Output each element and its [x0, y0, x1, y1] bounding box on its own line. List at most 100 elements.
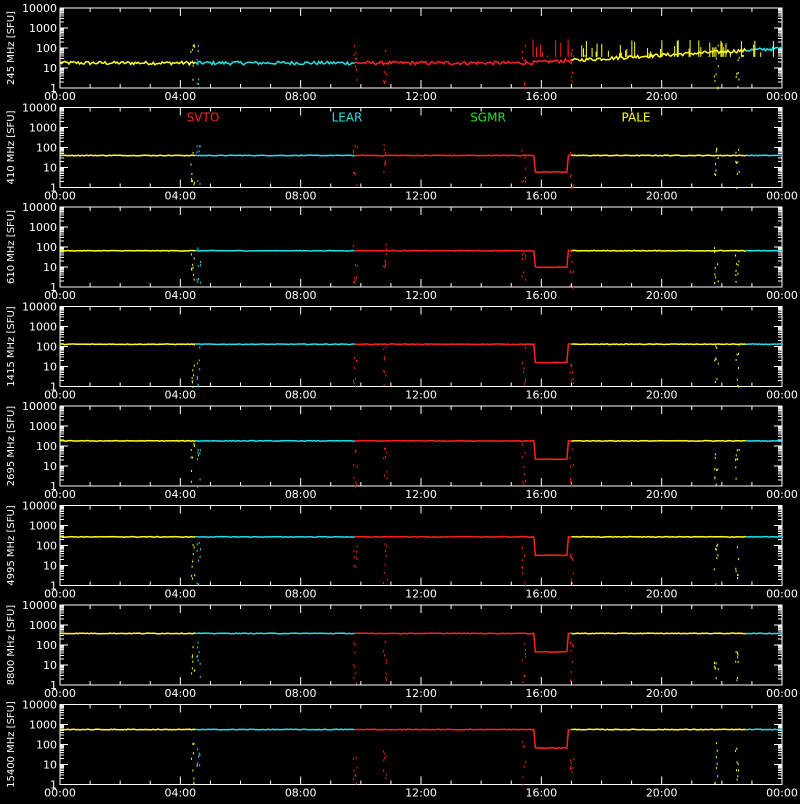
dropout-point — [196, 378, 198, 381]
dropout-point — [572, 582, 574, 585]
dropout-point — [190, 480, 192, 483]
legend-lear: LEAR — [332, 111, 363, 125]
dropout-point — [715, 169, 717, 172]
dropout-point — [524, 473, 526, 476]
y-tick-label: 100 — [36, 241, 57, 254]
dropout-point — [525, 479, 527, 482]
dropout-point — [735, 466, 737, 469]
dropout-point — [199, 264, 201, 267]
y-axis-label: 1415 MHz [SFU] — [6, 306, 17, 387]
dropout-point — [524, 642, 526, 645]
series-svto — [354, 632, 572, 653]
dropout-point — [192, 78, 194, 81]
dropout-point — [524, 257, 526, 260]
dropout-point — [714, 266, 716, 269]
panel-2: 1 10 100 1000 10000 00:00 04:00 08:00 12:00 16:00… — [6, 201, 798, 302]
dropout-point — [386, 544, 388, 547]
dropout-point — [569, 270, 571, 273]
dropout-point — [738, 171, 740, 174]
dropout-point — [715, 767, 717, 770]
dropout-point — [573, 155, 575, 158]
dropout-point — [573, 381, 575, 384]
dropout-point — [386, 578, 388, 581]
dropout-point — [356, 545, 358, 548]
dropout-point — [523, 675, 525, 678]
panel-7: 1 10 100 1000 10000 00:00 04:00 08:00 12:00 16:00… — [6, 699, 798, 800]
x-tick-label: 00:00 — [44, 289, 76, 302]
dropout-point — [385, 346, 387, 349]
panel-frame — [59, 505, 783, 586]
dropout-point — [197, 748, 199, 751]
dropout-point — [193, 374, 195, 377]
dropout-point — [572, 377, 574, 380]
dropout-point — [192, 742, 194, 745]
dropout-point — [200, 281, 202, 284]
dropout-point — [199, 478, 201, 481]
series-lear — [745, 46, 783, 53]
dropout-point — [385, 755, 387, 758]
dropout-point — [524, 154, 526, 157]
dropout-point — [572, 49, 574, 52]
dropout-point — [384, 160, 386, 163]
dropout-point — [714, 667, 716, 670]
dropout-point — [521, 149, 523, 152]
dropout-point — [384, 752, 386, 755]
series-pale — [571, 728, 747, 731]
dropout-point — [192, 553, 194, 556]
series-lear — [195, 343, 356, 346]
dropout-point — [735, 358, 737, 361]
dropout-point — [735, 651, 737, 654]
dropout-point — [192, 64, 194, 67]
dropout-point — [521, 659, 523, 662]
dropout-point — [715, 677, 717, 680]
dropout-point — [383, 70, 385, 73]
dropout-point — [190, 253, 192, 256]
dropout-point — [570, 465, 572, 468]
x-tick-label: 00:00 — [766, 90, 798, 103]
dropout-point — [191, 574, 193, 577]
series-lear — [194, 59, 355, 67]
dropout-point — [571, 557, 573, 560]
panel-frame — [59, 206, 783, 288]
dropout-point — [386, 451, 388, 454]
y-tick-label: 1000 — [29, 122, 57, 135]
panel-0: 1 10 100 1000 10000 00:00 04:00 08:00 12:00 16:00… — [6, 2, 798, 103]
dropout-point — [569, 765, 571, 768]
x-tick-label: 08:00 — [285, 289, 317, 302]
dropout-point — [571, 379, 573, 382]
dropout-point — [385, 374, 387, 377]
dropout-point — [199, 368, 201, 371]
dropout-point — [197, 63, 199, 66]
dropout-point — [717, 87, 719, 90]
dropout-point — [385, 162, 387, 165]
series-pale — [571, 47, 747, 63]
x-tick-label: 08:00 — [285, 588, 317, 601]
dropout-point — [192, 544, 194, 547]
dropout-point — [738, 148, 740, 151]
dropout-point — [355, 756, 357, 759]
dropout-point — [736, 161, 738, 164]
dropout-point — [570, 484, 572, 487]
dropout-point — [737, 385, 739, 388]
dropout-point — [714, 665, 716, 668]
y-tick-label: 1000 — [29, 321, 57, 334]
dropout-point — [199, 145, 201, 148]
dropout-point — [386, 678, 388, 681]
dropout-point — [384, 456, 386, 459]
dropout-point — [384, 161, 386, 164]
dropout-point — [191, 577, 193, 580]
dropout-point — [191, 757, 193, 760]
series-pale — [60, 343, 196, 346]
series-pale — [571, 439, 747, 442]
x-tick-label: 16:00 — [525, 289, 557, 302]
dropout-point — [521, 275, 523, 278]
dropout-point — [572, 645, 574, 648]
dropout-point — [383, 759, 385, 762]
dropout-point — [200, 548, 202, 551]
panel-frame — [59, 604, 783, 686]
dropout-point — [354, 651, 356, 654]
dropout-point — [570, 759, 572, 762]
dropout-point — [715, 358, 717, 361]
